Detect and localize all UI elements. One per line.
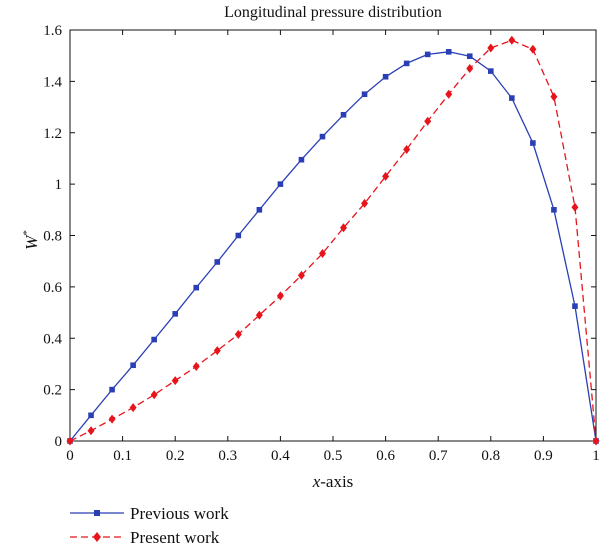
legend-marker-present	[93, 532, 101, 542]
data-point-present	[445, 89, 453, 99]
data-point-present	[171, 376, 179, 386]
data-point-present	[466, 64, 474, 74]
data-point-present	[255, 310, 263, 320]
data-point-present	[87, 426, 95, 436]
data-point-present	[108, 414, 116, 424]
y-axis-ticks: 0 0.2 0.4 0.6 0.8 1 1.2 1.4 1.6	[43, 23, 596, 450]
series-line-previous	[69, 51, 597, 442]
data-point-previous	[382, 73, 389, 80]
y-axis-label-var: W	[22, 234, 41, 250]
data-point-present	[529, 44, 537, 54]
data-point-present	[592, 436, 600, 446]
legend-marker-previous	[94, 510, 100, 516]
series-layer	[66, 35, 600, 446]
x-tick-label: 1	[592, 448, 600, 464]
data-point-previous	[340, 111, 347, 118]
data-point-present	[571, 202, 579, 212]
data-point-previous	[214, 259, 221, 265]
x-tick-label: 0.9	[534, 448, 553, 464]
legend-item-previous: Previous work	[70, 504, 229, 523]
data-point-present	[487, 43, 495, 53]
data-point-previous	[109, 386, 115, 393]
x-tick-label: 0.2	[166, 448, 185, 464]
y-axis-label: W*	[21, 230, 41, 250]
data-point-previous	[403, 60, 410, 67]
y-axis-label-sup: *	[21, 230, 33, 236]
x-tick-label: 0.4	[271, 448, 290, 464]
data-point-previous	[88, 412, 94, 419]
data-point-previous	[235, 232, 242, 239]
x-tick-label: 0.3	[218, 448, 237, 464]
data-point-previous	[319, 133, 326, 140]
data-point-previous	[551, 207, 557, 213]
data-point-previous	[530, 140, 536, 146]
data-point-present	[382, 171, 390, 181]
series-previous	[67, 49, 599, 444]
legend: Previous work Present work	[70, 504, 229, 547]
data-point-present	[192, 362, 200, 372]
series-present	[66, 35, 600, 446]
data-point-previous	[488, 68, 494, 74]
data-point-present	[150, 390, 158, 400]
y-tick-label: 0.8	[43, 229, 62, 245]
data-point-present	[297, 270, 305, 280]
data-point-previous	[298, 156, 305, 163]
data-point-present	[340, 223, 348, 233]
data-point-present	[129, 403, 137, 413]
y-tick-label: 1.6	[43, 23, 62, 39]
data-point-present	[213, 346, 221, 356]
data-point-present	[318, 248, 326, 258]
data-point-present	[424, 116, 432, 126]
data-point-present	[508, 35, 516, 45]
x-tick-label: 0	[66, 448, 74, 464]
data-point-previous	[151, 336, 157, 343]
data-point-previous	[424, 51, 431, 58]
chart-title: Longitudinal pressure distribution	[224, 4, 442, 21]
series-line-present	[69, 39, 597, 442]
data-point-present	[276, 291, 284, 301]
y-tick-label: 0.6	[43, 280, 62, 296]
data-point-present	[361, 198, 369, 208]
data-point-previous	[193, 284, 200, 291]
data-point-present	[66, 436, 74, 446]
plot-frame	[69, 29, 597, 442]
data-point-present	[234, 329, 242, 339]
y-tick-label: 1	[55, 177, 63, 193]
data-point-previous	[361, 91, 368, 98]
data-point-present	[550, 92, 558, 102]
data-point-previous	[466, 53, 473, 60]
data-point-previous	[509, 95, 515, 101]
y-tick-label: 1.4	[43, 74, 62, 90]
x-axis-label-suffix: -axis	[320, 472, 353, 491]
x-tick-label: 0.6	[376, 448, 395, 464]
x-tick-label: 0.1	[113, 448, 132, 464]
data-point-previous	[130, 362, 136, 369]
legend-label-previous: Previous work	[130, 504, 229, 523]
y-tick-label: 0.2	[43, 383, 62, 399]
x-tick-label: 0.7	[429, 448, 448, 464]
x-axis-ticks: 0 0.1 0.2 0.3 0.4 0.5 0.6 0.7 0.8 0.9 1	[66, 30, 600, 464]
x-tick-label: 0.8	[481, 448, 500, 464]
x-axis-label: x-axis	[312, 472, 354, 491]
data-point-previous	[445, 49, 452, 55]
y-tick-label: 0	[55, 434, 63, 450]
plot-border	[69, 29, 597, 442]
data-point-previous	[172, 311, 178, 317]
data-point-previous	[277, 181, 284, 187]
legend-label-present: Present work	[130, 528, 220, 547]
data-point-previous	[256, 207, 263, 213]
x-axis-label-var: x	[312, 472, 321, 491]
data-point-present	[403, 144, 411, 154]
y-tick-label: 1.2	[43, 126, 62, 142]
legend-item-present: Present work	[70, 528, 220, 547]
y-tick-label: 0.4	[43, 331, 62, 347]
data-point-previous	[572, 303, 578, 309]
x-tick-label: 0.5	[324, 448, 343, 464]
